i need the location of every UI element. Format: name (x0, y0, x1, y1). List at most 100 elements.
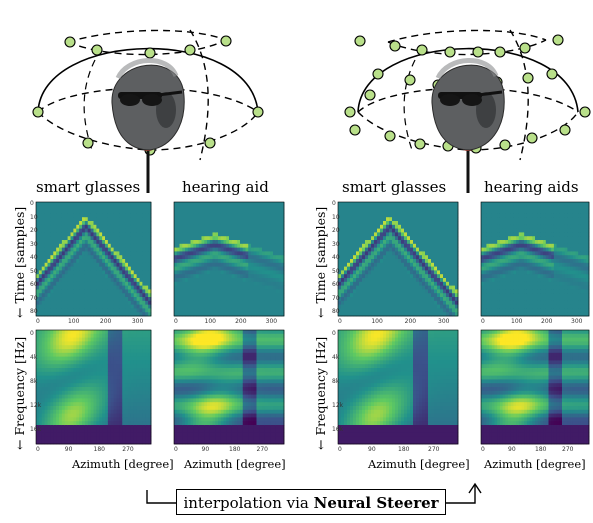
left-time-glasses-cell (79, 206, 82, 210)
left-time-glasses-cell (82, 274, 85, 278)
left-time-hearing-aid-cell (213, 202, 216, 206)
right-time-hearing-aids-cell (584, 274, 587, 278)
left-time-glasses-cell (68, 217, 71, 221)
left-time-hearing-aid-cell (204, 229, 207, 233)
left-time-glasses-cell (145, 251, 148, 255)
left-time-glasses-cell (76, 213, 79, 217)
right-time-glasses-cell (353, 236, 356, 240)
left-time-glasses-cell (111, 206, 114, 210)
right-time-hearing-aids-cell (492, 267, 495, 271)
right-time-hearing-aids-cell (581, 308, 584, 312)
left-time-glasses-cell (71, 293, 74, 297)
left-time-glasses-cell (45, 206, 48, 210)
left-time-hearing-aid-cell (248, 240, 251, 244)
left-time-glasses-cell (105, 289, 108, 293)
left-time-hearing-aid-cell (221, 278, 224, 282)
left-time-hearing-aid-cell (276, 270, 279, 274)
left-freq-glasses-cell (39, 353, 42, 357)
left-time-hearing-aid-cell (215, 301, 218, 305)
right-time-hearing-aids-cell (516, 225, 519, 229)
right-time-hearing-aids-cell (562, 282, 565, 286)
left-time-hearing-aid-cell (193, 263, 196, 267)
right-time-hearing-aids-cell (538, 282, 541, 286)
left-time-glasses-cell (114, 278, 117, 282)
right-time-hearing-aids-cell (481, 278, 484, 282)
left-time-hearing-aid-cell (265, 244, 268, 248)
left-time-hearing-aid-cell (196, 274, 199, 278)
left-time-hearing-aid-cell (235, 278, 238, 282)
left-time-hearing-aid-cell (237, 305, 240, 309)
left-time-glasses-cell (76, 278, 79, 282)
right-time-hearing-aids-cell (522, 244, 525, 248)
right-time-hearing-aids-cell (532, 259, 535, 263)
left-time-hearing-aid-cell (196, 232, 199, 236)
right-time-hearing-aids-cell (522, 236, 525, 240)
left-time-hearing-aid-cell (182, 202, 185, 206)
left-time-glasses-cell (114, 274, 117, 278)
left-freq-glasses-cell (45, 360, 48, 364)
right-time-hearing-aids-cell (535, 217, 538, 221)
right-time-hearing-aids-cell (484, 255, 487, 259)
right-time-hearing-aids-cell (527, 236, 530, 240)
left-time-glasses-cell (111, 293, 114, 297)
right-time-hearing-aids-cell (562, 297, 565, 301)
right-time-glasses-cell (428, 236, 431, 240)
right-time-glasses-cell (353, 305, 356, 309)
left-time-hearing-aid-cell (259, 270, 262, 274)
right-time-glasses-cell (341, 210, 344, 214)
left-time-glasses-cell (71, 305, 74, 309)
left-time-hearing-aid-cell (218, 236, 221, 240)
right-time-glasses-cell (410, 282, 413, 286)
left-time-hearing-aid-cell (213, 255, 216, 259)
right-time-glasses-cell (341, 248, 344, 252)
left-time-hearing-aid-cell (210, 225, 213, 229)
left-time-hearing-aid-cell (262, 251, 265, 255)
right-time-glasses-cell (395, 270, 398, 274)
left-time-hearing-aid-cell (221, 225, 224, 229)
left-time-glasses-cell (82, 251, 85, 255)
right-time-hearing-aids-cell (497, 240, 500, 244)
left-time-glasses-cell (48, 297, 51, 301)
left-time-glasses-cell (79, 274, 82, 278)
left-time-hearing-aid-cell (276, 255, 279, 259)
right-time-glasses-cell (395, 244, 398, 248)
right-time-hearing-aids-cell (489, 263, 492, 267)
right-time-hearing-aids-cell (489, 225, 492, 229)
right-time-glasses-cell (419, 263, 422, 267)
right-time-glasses-cell (440, 308, 443, 312)
right-time-hearing-aids-cell (530, 236, 533, 240)
right-time-hearing-aids-cell (489, 305, 492, 309)
right-time-glasses-cell (359, 259, 362, 263)
left-time-hearing-aid-cell (221, 255, 224, 259)
right-time-hearing-aids-cell (522, 267, 525, 271)
left-time-glasses-cell (48, 305, 51, 309)
left-time-glasses-cell (142, 251, 145, 255)
right-time-glasses-cell (341, 244, 344, 248)
left-time-glasses-cell (125, 225, 128, 229)
right-time-hearing-aids-cell (546, 244, 549, 248)
left-time-glasses-cell (76, 236, 79, 240)
right-time-hearing-aids-cell (581, 274, 584, 278)
right-time-glasses-cell (398, 282, 401, 286)
left-time-glasses-cell (91, 293, 94, 297)
right-time-glasses-cell (368, 221, 371, 225)
right-time-glasses-cell (389, 301, 392, 305)
right-time-hearing-aids-cell (492, 240, 495, 244)
right-time-hearing-aids-cell (481, 289, 484, 293)
left-freq-glasses-cell (39, 345, 42, 349)
left-time-glasses-cell (68, 248, 71, 252)
left-time-hearing-aid-cell (174, 202, 177, 206)
left-time-glasses-cell (50, 217, 53, 221)
left-time-hearing-aid-cell (207, 263, 210, 267)
left-time-hearing-aid-cell (224, 213, 227, 217)
left-time-glasses-cell (96, 244, 99, 248)
right-time-hearing-aids-cell (578, 305, 581, 309)
right-time-hearing-aids-cell (519, 297, 522, 301)
left-time-hearing-aid-cell (185, 210, 188, 214)
left-time-glasses-cell (128, 305, 131, 309)
left-time-glasses-cell (128, 217, 131, 221)
left-time-glasses-cell (137, 217, 140, 221)
right-time-hearing-aids-cell (557, 297, 560, 301)
left-time-glasses-cell (94, 305, 97, 309)
right-time-glasses-cell (350, 274, 353, 278)
